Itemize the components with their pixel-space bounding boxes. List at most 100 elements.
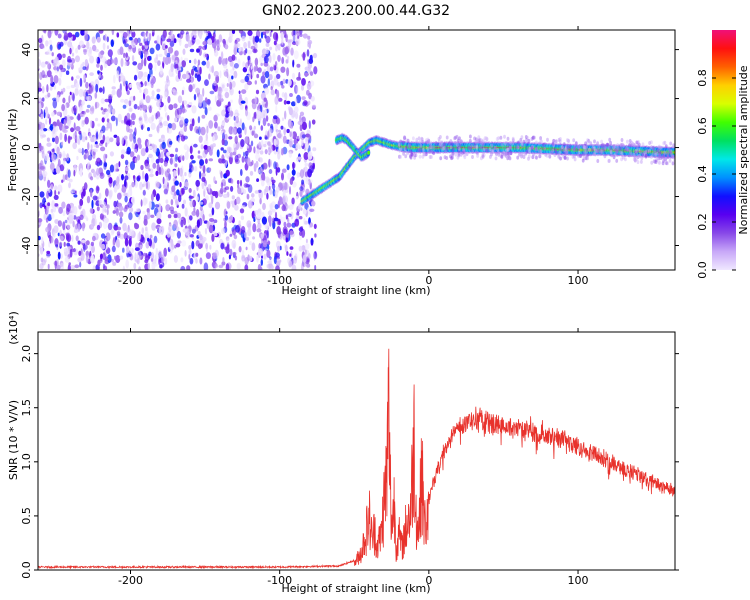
noise-blob (39, 246, 44, 255)
noise-blob (137, 175, 141, 180)
noise-blob (229, 81, 233, 90)
noise-blob (96, 206, 100, 212)
noise-blob (38, 218, 43, 223)
noise-blob (98, 51, 104, 59)
noise-blob (89, 55, 95, 64)
noise-blob (111, 86, 116, 90)
noise-blob (214, 95, 217, 103)
noise-blob (304, 72, 309, 77)
noise-blob (53, 194, 59, 200)
noise-blob (91, 199, 94, 209)
noise-blob (101, 117, 105, 123)
noise-blob (244, 136, 249, 145)
noise-blob (287, 79, 292, 87)
noise-blob (73, 107, 77, 114)
noise-blob (284, 110, 287, 120)
noise-blob (34, 226, 38, 229)
noise-blob (116, 231, 121, 236)
noise-blob (286, 100, 291, 105)
noise-blob (55, 166, 61, 174)
noise-blob (189, 234, 194, 238)
noise-blob (45, 226, 50, 233)
noise-blob (272, 53, 276, 61)
noise-blob (46, 70, 52, 78)
noise-blob (189, 215, 193, 221)
noise-blob (256, 228, 262, 233)
noise-blob (132, 120, 135, 126)
noise-blob (106, 204, 110, 209)
noise-blob (246, 145, 250, 149)
noise-blob (61, 141, 64, 146)
noise-blob (50, 212, 55, 219)
noise-blob (257, 67, 262, 73)
noise-blob (104, 257, 109, 262)
noise-blob (294, 218, 300, 227)
noise-blob (108, 177, 113, 184)
noise-blob (122, 104, 127, 109)
noise-blob (81, 191, 84, 199)
noise-blob (167, 96, 171, 104)
noise-blob (288, 39, 294, 43)
noise-blob (260, 62, 264, 67)
noise-blob (252, 48, 258, 54)
noise-blob (139, 89, 142, 93)
noise-blob (66, 85, 71, 90)
noise-blob (59, 151, 62, 159)
noise-blob (165, 112, 168, 118)
noise-blob (264, 30, 270, 34)
noise-blob (46, 206, 50, 210)
noise-blob (143, 31, 146, 40)
noise-blob (61, 125, 65, 133)
noise-blob (59, 262, 64, 270)
noise-blob (40, 122, 46, 129)
noise-blob (212, 135, 215, 142)
noise-blob (55, 244, 59, 248)
noise-blob (193, 93, 197, 101)
noise-blob (299, 33, 303, 38)
noise-blob (129, 151, 135, 158)
noise-blob (121, 136, 124, 146)
noise-blob (120, 98, 125, 103)
noise-blob (96, 63, 100, 68)
noise-blob (217, 126, 221, 132)
noise-blob (57, 184, 63, 193)
noise-blob (141, 124, 144, 131)
noise-blob (118, 75, 121, 83)
noise-blob (186, 103, 189, 109)
noise-blob (100, 130, 104, 135)
noise-blob (241, 258, 245, 262)
noise-blob (67, 135, 71, 144)
noise-blob (244, 150, 249, 156)
noise-blob (241, 250, 245, 256)
noise-blob (147, 237, 150, 242)
noise-blob (232, 65, 235, 71)
noise-blob (115, 238, 120, 248)
noise-blob (301, 179, 305, 185)
noise-blob (164, 178, 168, 187)
noise-blob (275, 265, 280, 270)
noise-blob (118, 205, 124, 212)
noise-blob (89, 72, 94, 76)
noise-blob (299, 186, 304, 192)
noise-blob (39, 72, 43, 80)
noise-blob (151, 32, 155, 37)
noise-blob (312, 156, 315, 164)
noise-blob (33, 172, 37, 180)
noise-blob (289, 121, 294, 128)
noise-blob (289, 131, 292, 138)
noise-blob (39, 146, 44, 151)
noise-blob (286, 222, 292, 228)
noise-blob (115, 117, 118, 127)
noise-blob (196, 74, 202, 82)
noise-blob (255, 160, 259, 168)
noise-blob (124, 61, 128, 67)
noise-blob (128, 30, 131, 35)
noise-blob (301, 121, 307, 131)
noise-blob (53, 75, 59, 84)
noise-blob (140, 148, 146, 157)
noise-blob (130, 112, 136, 121)
noise-blob (164, 104, 167, 112)
noise-blob (183, 125, 187, 132)
noise-blob (310, 239, 314, 244)
noise-blob (41, 259, 46, 266)
